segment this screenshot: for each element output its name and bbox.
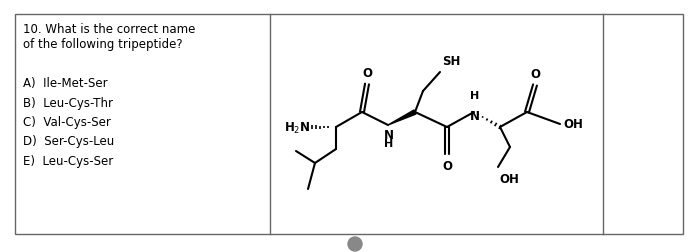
Text: O: O xyxy=(530,68,540,81)
Text: SH: SH xyxy=(442,55,461,68)
Text: N: N xyxy=(384,129,394,141)
Text: H$_2$N: H$_2$N xyxy=(284,120,310,135)
Text: E)  Leu-Cys-Ser: E) Leu-Cys-Ser xyxy=(23,154,113,167)
Text: OH: OH xyxy=(563,118,583,131)
Text: O: O xyxy=(362,67,372,80)
Text: B)  Leu-Cys-Thr: B) Leu-Cys-Thr xyxy=(23,96,113,109)
Text: 10. What is the correct name
of the following tripeptide?: 10. What is the correct name of the foll… xyxy=(23,23,195,51)
Text: N: N xyxy=(470,110,480,122)
Text: C)  Val-Cys-Ser: C) Val-Cys-Ser xyxy=(23,115,111,129)
Text: O: O xyxy=(442,159,452,172)
Text: A)  Ile-Met-Ser: A) Ile-Met-Ser xyxy=(23,77,108,90)
Circle shape xyxy=(348,237,362,251)
Text: OH: OH xyxy=(499,172,519,185)
Text: H: H xyxy=(470,91,480,101)
Polygon shape xyxy=(388,111,416,125)
Text: D)  Ser-Cys-Leu: D) Ser-Cys-Leu xyxy=(23,135,114,148)
FancyBboxPatch shape xyxy=(15,15,683,234)
Text: H: H xyxy=(384,138,393,148)
